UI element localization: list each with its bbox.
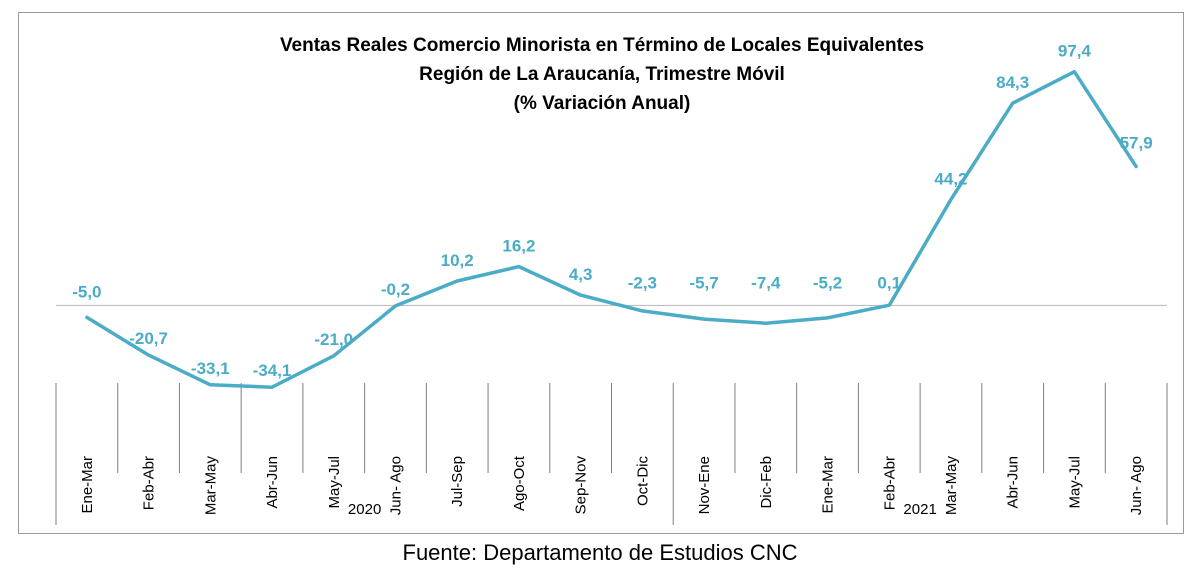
category-labels: Ene-Mar Feb-Abr Mar-May Abr-Jun May-Jul Jun- … bbox=[79, 455, 1145, 515]
category-label: Ene-Mar bbox=[79, 456, 96, 514]
data-label: 57,9 bbox=[1120, 134, 1153, 153]
source-note: Fuente: Departamento de Estudios CNC bbox=[402, 540, 798, 565]
data-label: -5,0 bbox=[72, 282, 101, 301]
chart-frame: Ventas Reales Comercio Minorista en Térm… bbox=[18, 12, 1184, 534]
series-line bbox=[85, 69, 1138, 389]
category-label: Feb-Abr bbox=[881, 456, 898, 510]
data-label: -20,7 bbox=[129, 329, 168, 348]
data-label: 44,2 bbox=[934, 169, 967, 188]
line-chart: Ventas Reales Comercio Minorista en Térm… bbox=[55, 35, 1168, 525]
chart-title-line: Región de La Araucanía, Trimestre Móvil bbox=[419, 64, 785, 85]
category-label: Abr-Jun bbox=[1005, 456, 1022, 509]
data-label: -33,1 bbox=[191, 359, 230, 378]
data-labels: -5,0 -20,7 -33,1 -34,1 -21,0 -0,2 10,2 16,2 4,3 -… bbox=[72, 42, 1152, 381]
data-label: 10,2 bbox=[441, 251, 474, 270]
data-label: -0,2 bbox=[381, 280, 410, 299]
data-label: -34,1 bbox=[253, 361, 292, 380]
data-label: -5,2 bbox=[813, 273, 842, 292]
data-label: 84,3 bbox=[996, 73, 1029, 92]
category-label: Jun- Ago bbox=[387, 456, 404, 515]
data-label: -7,4 bbox=[751, 273, 781, 292]
data-label: -5,7 bbox=[689, 273, 718, 292]
data-label: 97,4 bbox=[1058, 42, 1092, 61]
chart-title-line: (% Variación Anual) bbox=[514, 93, 691, 114]
data-label: 4,3 bbox=[569, 265, 593, 284]
chart-title-line: Ventas Reales Comercio Minorista en Térm… bbox=[280, 35, 924, 56]
data-label: -2,3 bbox=[628, 273, 657, 292]
data-label: 0,1 bbox=[877, 273, 901, 292]
category-label: Abr-Jun bbox=[264, 456, 281, 509]
category-label: Sep-Nov bbox=[573, 456, 590, 515]
group-label: 2021 bbox=[903, 501, 936, 518]
category-label: Jun- Ago bbox=[1128, 456, 1145, 515]
category-label: Nov-Ene bbox=[696, 456, 713, 514]
x-axis bbox=[55, 304, 1168, 525]
category-label: Jul-Sep bbox=[449, 456, 466, 507]
category-label: Mar-May bbox=[943, 456, 960, 516]
category-label: May-Jul bbox=[1066, 456, 1083, 509]
group-label: 2020 bbox=[348, 501, 381, 518]
category-label: May-Jul bbox=[326, 456, 343, 509]
data-label: -21,0 bbox=[314, 330, 353, 349]
data-label: 16,2 bbox=[502, 237, 535, 256]
series-path bbox=[85, 69, 1138, 389]
category-label: Oct-Dic bbox=[634, 456, 651, 506]
category-label: Ago-Oct bbox=[511, 455, 528, 511]
group-labels: 2020 2021 bbox=[348, 501, 937, 518]
category-label: Feb-Abr bbox=[141, 456, 158, 510]
chart-title: Ventas Reales Comercio Minorista en Térm… bbox=[280, 35, 924, 114]
category-label: Mar-May bbox=[202, 456, 219, 516]
category-label: Dic-Feb bbox=[758, 456, 775, 509]
category-label: Ene-Mar bbox=[820, 456, 837, 514]
